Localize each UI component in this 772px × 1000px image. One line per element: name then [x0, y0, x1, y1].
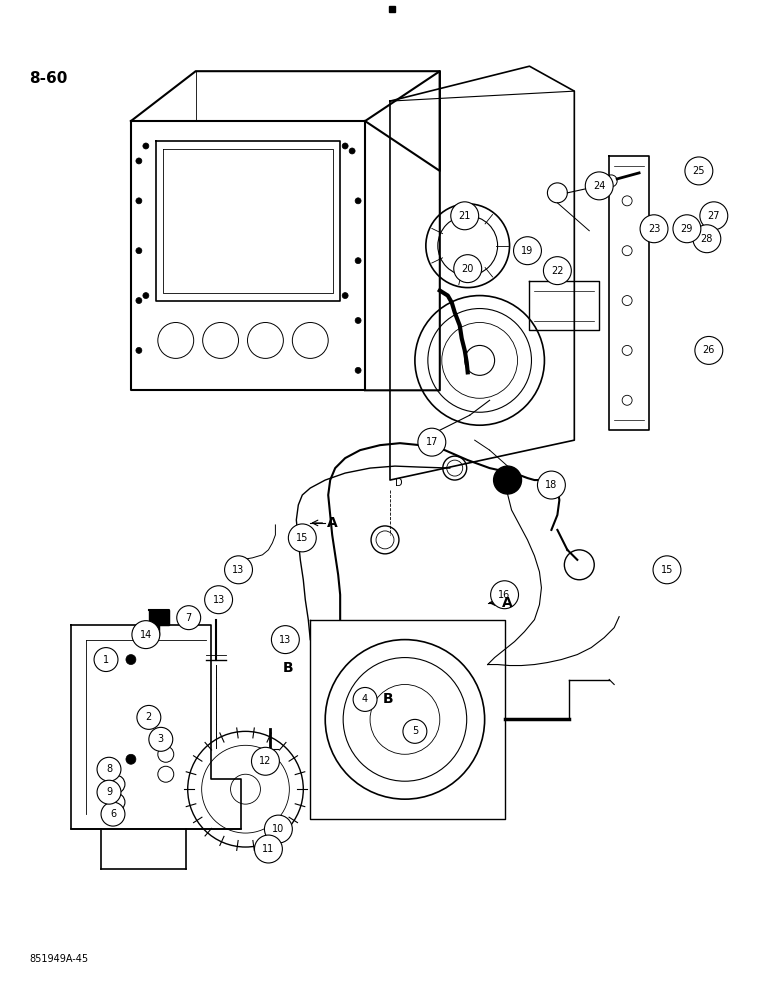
Circle shape [136, 298, 142, 304]
Circle shape [252, 747, 279, 775]
Circle shape [693, 225, 721, 253]
Text: 28: 28 [701, 234, 713, 244]
Circle shape [491, 581, 519, 609]
Circle shape [700, 202, 728, 230]
Circle shape [418, 428, 445, 456]
Circle shape [126, 655, 136, 665]
Text: 2: 2 [146, 712, 152, 722]
Circle shape [272, 626, 300, 654]
Text: 20: 20 [462, 264, 474, 274]
Circle shape [537, 471, 565, 499]
Text: 21: 21 [459, 211, 471, 221]
Circle shape [225, 556, 252, 584]
Text: 17: 17 [425, 437, 438, 447]
Text: 15: 15 [296, 533, 309, 543]
Circle shape [101, 802, 125, 826]
Text: 9: 9 [106, 787, 112, 797]
Circle shape [136, 158, 142, 164]
Circle shape [265, 815, 293, 843]
Text: 12: 12 [259, 756, 272, 766]
Circle shape [355, 318, 361, 323]
Polygon shape [149, 610, 169, 635]
Circle shape [349, 148, 355, 154]
Circle shape [97, 780, 121, 804]
Text: 26: 26 [703, 345, 715, 355]
Text: 8-60: 8-60 [29, 71, 68, 86]
Text: 19: 19 [521, 246, 533, 256]
Text: 4: 4 [362, 694, 368, 704]
Text: 5: 5 [411, 726, 418, 736]
Text: 8: 8 [106, 764, 112, 774]
Circle shape [132, 621, 160, 649]
Circle shape [143, 143, 149, 149]
Circle shape [454, 255, 482, 283]
Text: 18: 18 [545, 480, 557, 490]
Circle shape [585, 172, 613, 200]
Circle shape [149, 727, 173, 751]
Circle shape [451, 202, 479, 230]
Circle shape [342, 293, 348, 299]
Circle shape [673, 215, 701, 243]
Circle shape [137, 705, 161, 729]
Text: 29: 29 [681, 224, 693, 234]
Circle shape [513, 237, 541, 265]
Circle shape [97, 757, 121, 781]
Text: B: B [383, 692, 393, 706]
Text: 23: 23 [648, 224, 660, 234]
Text: 13: 13 [212, 595, 225, 605]
Text: A: A [503, 596, 513, 610]
Circle shape [653, 556, 681, 584]
Circle shape [136, 347, 142, 353]
Text: A: A [327, 516, 337, 530]
Circle shape [403, 719, 427, 743]
Circle shape [342, 143, 348, 149]
Circle shape [94, 648, 118, 672]
Circle shape [177, 606, 201, 630]
Text: B: B [283, 661, 293, 675]
Text: 27: 27 [708, 211, 720, 221]
Circle shape [255, 835, 283, 863]
Text: 14: 14 [140, 630, 152, 640]
Text: 3: 3 [157, 734, 164, 744]
Circle shape [695, 336, 723, 364]
Circle shape [543, 257, 571, 285]
Circle shape [640, 215, 668, 243]
Text: 15: 15 [661, 565, 673, 575]
Circle shape [355, 198, 361, 204]
Circle shape [355, 258, 361, 264]
Text: 11: 11 [262, 844, 275, 854]
Circle shape [205, 586, 232, 614]
Circle shape [136, 198, 142, 204]
Circle shape [143, 293, 149, 299]
Circle shape [289, 524, 317, 552]
Circle shape [493, 466, 522, 494]
Text: D: D [395, 478, 402, 488]
Text: 851949A-45: 851949A-45 [29, 954, 89, 964]
Text: 6: 6 [110, 809, 116, 819]
Circle shape [355, 367, 361, 373]
Circle shape [353, 687, 377, 711]
Circle shape [685, 157, 713, 185]
Circle shape [126, 754, 136, 764]
Text: 13: 13 [279, 635, 292, 645]
Text: 7: 7 [185, 613, 191, 623]
Text: 25: 25 [692, 166, 705, 176]
Circle shape [136, 248, 142, 254]
Text: 10: 10 [273, 824, 285, 834]
Text: 16: 16 [499, 590, 511, 600]
Text: 22: 22 [551, 266, 564, 276]
Text: 24: 24 [593, 181, 605, 191]
Text: 1: 1 [103, 655, 109, 665]
Text: 13: 13 [232, 565, 245, 575]
